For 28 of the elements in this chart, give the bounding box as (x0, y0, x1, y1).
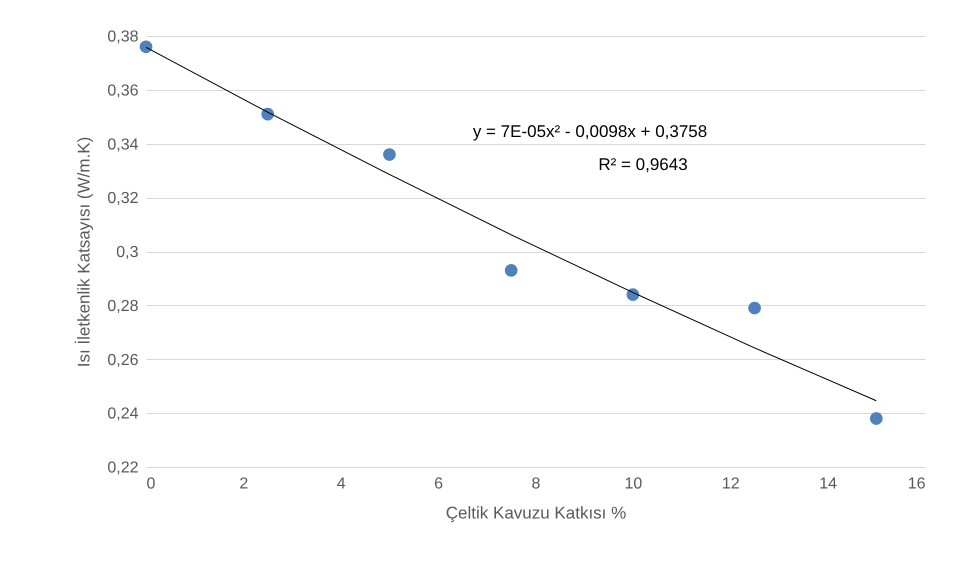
y-tick-label: 0,22 (107, 460, 139, 476)
x-tick-label: 4 (336, 476, 346, 492)
x-tick-label: 12 (722, 476, 740, 492)
point (870, 412, 883, 425)
y-tick-label: 0,38 (107, 28, 139, 46)
x-tick-label: 0 (146, 476, 156, 492)
y-tick-label: 0,32 (107, 190, 139, 208)
y-tick-label: 0,28 (107, 298, 139, 315)
point (626, 288, 640, 301)
y-axis-title: Isı İletkenlik Katsayısı (W/m.K) (74, 136, 94, 368)
x-tick-label: 16 (908, 476, 926, 492)
y-tick-label: 0,26 (107, 352, 139, 369)
annotation: R² = 0,9643 (598, 155, 688, 174)
x-tick-label: 2 (239, 476, 248, 492)
point (504, 264, 518, 277)
y-tick-label: 0,3 (116, 244, 139, 261)
x-axis-title: Çeltik Kavuzu Katkısı % (446, 504, 626, 522)
annotation: y = 7E-05x² - 0,0098x + 0,3758 (472, 122, 708, 141)
y-tick-label: 0,34 (107, 136, 139, 154)
point (748, 302, 761, 314)
y-tick-label: 0,24 (107, 406, 139, 423)
x-tick-label: 6 (434, 476, 444, 492)
x-tick-label: 10 (624, 476, 642, 492)
x-tick-label: 8 (532, 476, 541, 492)
point (383, 148, 396, 161)
y-tick-label: 0,36 (107, 82, 139, 100)
point (140, 40, 152, 54)
x-tick-label: 14 (819, 476, 838, 492)
